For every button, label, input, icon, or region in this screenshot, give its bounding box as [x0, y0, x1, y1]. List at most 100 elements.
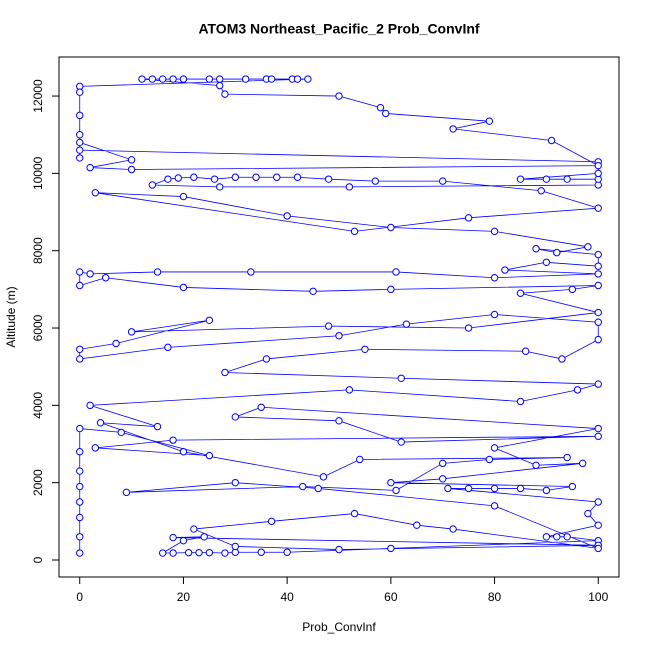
point — [314, 484, 322, 493]
y-tick-label: 12000 — [31, 79, 45, 113]
point — [76, 111, 84, 120]
point — [76, 345, 84, 353]
y-axis-label: Altitude (m) — [4, 286, 18, 347]
point — [91, 444, 99, 452]
point — [387, 285, 395, 294]
point — [542, 258, 551, 266]
point — [413, 521, 421, 529]
point — [324, 175, 333, 183]
point — [319, 473, 328, 481]
point — [361, 345, 369, 353]
point — [252, 173, 260, 181]
point — [205, 316, 214, 324]
point — [148, 75, 157, 83]
point — [439, 177, 447, 185]
point — [76, 448, 84, 456]
point — [490, 274, 499, 282]
point — [485, 117, 494, 125]
point — [184, 548, 193, 557]
point — [76, 424, 84, 433]
point — [179, 192, 188, 201]
point — [584, 243, 592, 251]
point — [205, 75, 214, 83]
x-axis-label: Prob_ConvInf — [302, 620, 376, 634]
point — [76, 482, 84, 491]
point — [392, 268, 400, 276]
point — [247, 268, 255, 276]
point — [501, 266, 509, 274]
chart-title: ATOM3 Northeast_Pacific_2 Prob_ConvInf — [198, 21, 479, 37]
point — [210, 175, 219, 183]
point — [532, 245, 540, 253]
point — [117, 428, 125, 437]
point — [216, 75, 224, 83]
plot-box — [58, 56, 620, 578]
point — [594, 204, 602, 212]
point — [345, 386, 354, 394]
point — [568, 482, 577, 491]
point — [86, 270, 94, 278]
point — [516, 484, 525, 493]
point — [257, 548, 265, 556]
point — [584, 509, 592, 518]
point — [490, 444, 499, 452]
point — [179, 283, 188, 292]
point — [138, 75, 146, 83]
point — [76, 146, 84, 154]
point — [174, 174, 182, 182]
point — [122, 488, 131, 497]
point — [563, 453, 571, 462]
point — [221, 368, 229, 377]
point — [76, 498, 84, 506]
point — [464, 214, 473, 222]
y-tick-label: 10000 — [31, 156, 45, 190]
point — [594, 308, 602, 317]
point — [231, 542, 239, 551]
point — [350, 509, 359, 518]
point — [350, 227, 359, 236]
y-tick-label: 6000 — [31, 314, 45, 341]
point — [537, 187, 545, 195]
series-line — [79, 78, 600, 554]
point — [127, 156, 136, 164]
point — [335, 332, 343, 340]
point — [231, 413, 239, 421]
point — [112, 339, 120, 348]
point — [304, 75, 312, 83]
point — [164, 343, 172, 352]
point — [127, 328, 136, 336]
point — [542, 175, 551, 183]
point — [179, 75, 188, 83]
point — [169, 75, 177, 83]
x-tick-label: 80 — [488, 590, 502, 604]
point — [594, 544, 602, 553]
point — [179, 448, 188, 456]
point — [309, 287, 317, 295]
point — [299, 482, 307, 491]
point — [553, 248, 561, 257]
point — [195, 548, 203, 557]
x-tick-label: 20 — [177, 590, 191, 604]
point — [594, 250, 602, 259]
point — [86, 401, 94, 410]
point — [76, 154, 84, 162]
point — [273, 173, 281, 181]
point — [169, 533, 177, 542]
point — [490, 484, 499, 493]
point — [449, 525, 457, 533]
x-tick-label: 40 — [280, 590, 294, 604]
x-tick-label: 0 — [76, 590, 83, 604]
point — [371, 177, 379, 185]
point — [293, 75, 302, 83]
point — [594, 432, 602, 440]
point — [190, 173, 198, 181]
point — [594, 380, 602, 388]
point — [594, 262, 602, 270]
point — [262, 355, 271, 363]
point — [397, 438, 405, 446]
point — [257, 403, 265, 411]
point — [76, 467, 84, 475]
point — [387, 478, 395, 487]
